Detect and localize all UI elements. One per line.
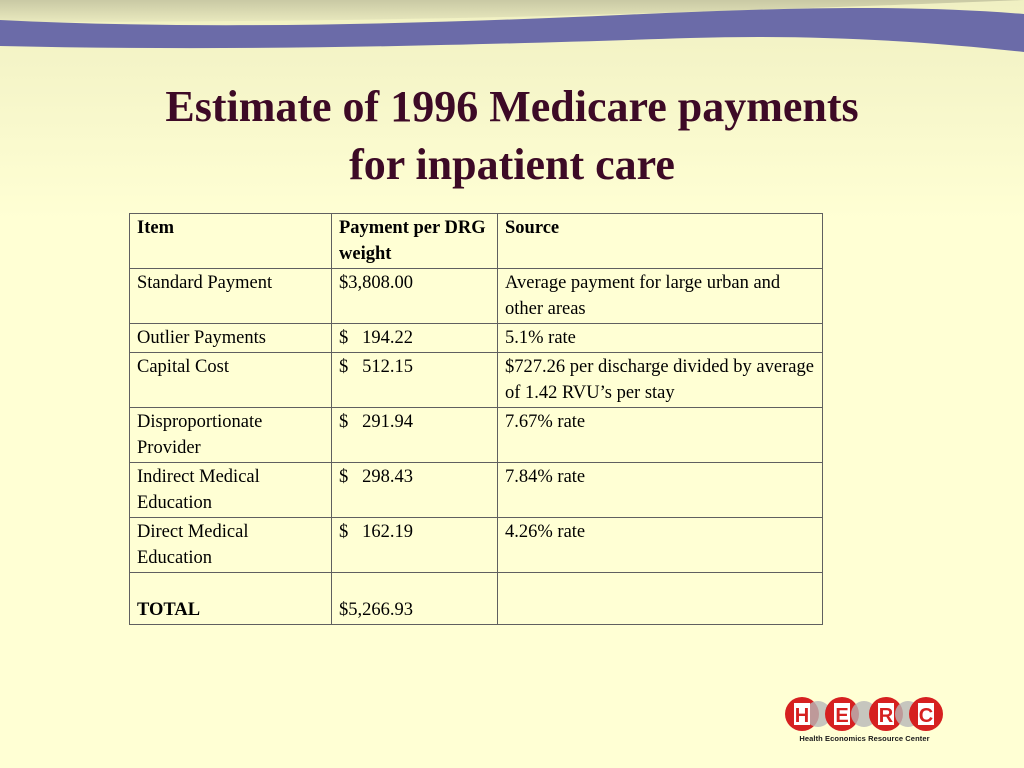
column-header-item: Item (129, 213, 332, 269)
total-label: TOTAL (129, 572, 332, 625)
logo-letter-r: R (879, 705, 894, 727)
column-header-source: Source (497, 213, 823, 269)
table-header-row: Item Payment per DRG weight Source (129, 213, 823, 269)
logo-letter-e: E (835, 705, 848, 727)
cell-item: Standard Payment (129, 268, 332, 324)
total-source (497, 572, 823, 625)
medicare-payments-table: Item Payment per DRG weight Source Stand… (129, 213, 823, 625)
table-total-row: TOTAL $5,266.93 (129, 572, 823, 625)
cell-source: 7.67% rate (497, 407, 823, 463)
logo-caption: Health Economics Resource Center (799, 734, 930, 743)
logo-letter-h: H (795, 705, 809, 727)
total-payment: $5,266.93 (331, 572, 498, 625)
cell-source: 7.84% rate (497, 462, 823, 518)
table-row: Capital Cost $ 512.15 $727.26 per discha… (129, 352, 823, 408)
cell-item: Indirect Medical Education (129, 462, 332, 518)
cell-item: Direct Medical Education (129, 517, 332, 573)
title-line-2: for inpatient care (349, 140, 675, 189)
cell-item: Outlier Payments (129, 323, 332, 353)
cell-payment: $ 194.22 (331, 323, 498, 353)
cell-source: $727.26 per discharge divided by average… (497, 352, 823, 408)
table-row: Outlier Payments $ 194.22 5.1% rate (129, 323, 823, 353)
slide-title: Estimate of 1996 Medicare payments for i… (60, 78, 964, 194)
cell-item: Capital Cost (129, 352, 332, 408)
cell-source: Average payment for large urban and othe… (497, 268, 823, 324)
title-line-1: Estimate of 1996 Medicare payments (165, 82, 859, 131)
cell-payment: $ 162.19 (331, 517, 498, 573)
herc-logo-mark: H E R C (785, 697, 943, 731)
cell-payment: $ 512.15 (331, 352, 498, 408)
cell-source: 5.1% rate (497, 323, 823, 353)
column-header-payment: Payment per DRG weight (331, 213, 498, 269)
herc-logo: H E R C Health Economics Resource Center (780, 694, 945, 750)
cell-item: Disproportionate Provider (129, 407, 332, 463)
table-row: Standard Payment $3,808.00 Average payme… (129, 268, 823, 324)
cell-source: 4.26% rate (497, 517, 823, 573)
logo-letter-c: C (919, 705, 933, 727)
cell-payment: $ 298.43 (331, 462, 498, 518)
cell-payment: $3,808.00 (331, 268, 498, 324)
cell-payment: $ 291.94 (331, 407, 498, 463)
table-row: Disproportionate Provider $ 291.94 7.67%… (129, 407, 823, 463)
table-row: Indirect Medical Education $ 298.43 7.84… (129, 462, 823, 518)
header-swoosh-decoration (0, 0, 1024, 220)
table-row: Direct Medical Education $ 162.19 4.26% … (129, 517, 823, 573)
